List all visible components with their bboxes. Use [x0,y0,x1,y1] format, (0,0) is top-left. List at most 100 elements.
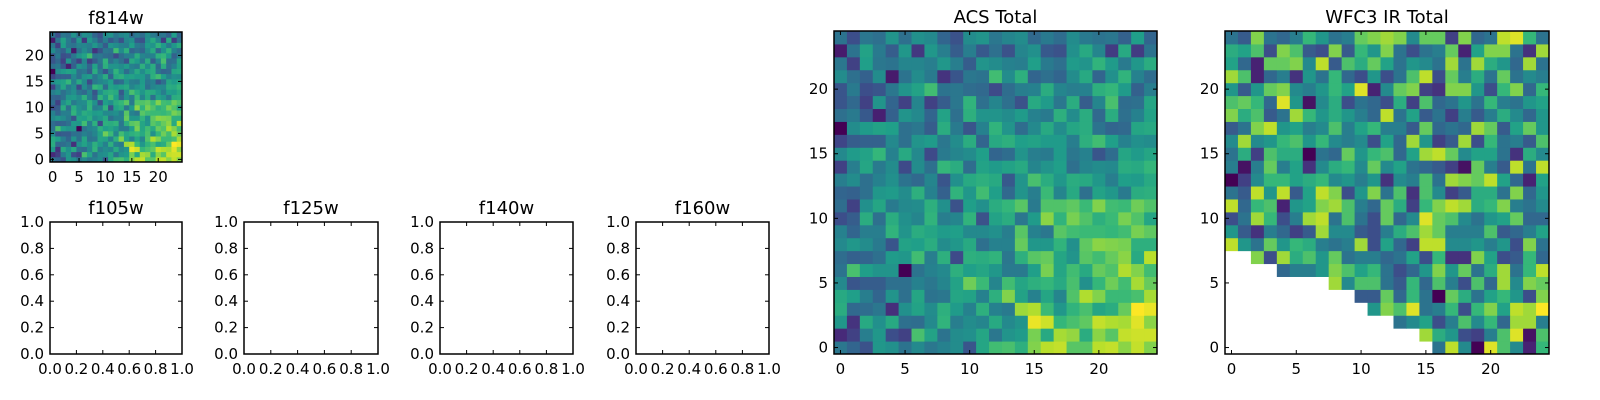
x-tick-label: 0.0 [624,360,648,378]
heatmap-cell [150,84,157,90]
heatmap-cell [1302,134,1317,148]
heatmap-cell [1432,276,1446,290]
heatmap-cell [55,125,62,132]
heatmap-cell [176,141,183,147]
heatmap-cell [160,32,167,38]
heatmap-cell [1354,211,1369,226]
heatmap-cell [1523,108,1537,122]
heatmap-cell [134,47,141,54]
heatmap-cell [1419,302,1433,316]
heatmap-cell [1105,108,1119,122]
heatmap-cell [145,42,151,49]
heatmap-cell [846,160,861,174]
y-tick-label: 0.6 [20,266,44,284]
heatmap-cell [123,78,130,85]
heatmap-cell [139,63,146,69]
heatmap-cell [1092,95,1106,110]
heatmap-cell [1079,95,1093,110]
heatmap-cell [118,32,125,38]
heatmap-cell [1484,224,1498,239]
heatmap-cell [145,52,151,59]
heatmap-cell [1001,198,1016,213]
heatmap-cell [937,134,951,148]
heatmap-cell [834,341,848,355]
heatmap-cell [1445,302,1459,316]
heatmap-cell [1445,134,1459,148]
heatmap-cell [885,328,900,342]
heatmap-cell [60,99,67,106]
heatmap-cell [155,151,162,158]
heatmap-cell [1536,134,1550,148]
heatmap-cell [1118,95,1132,110]
heatmap-cell [1497,82,1511,97]
heatmap-cell [1328,43,1343,58]
heatmap-cell [1380,121,1394,135]
heatmap-cell [1040,263,1055,277]
heatmap-cell [1014,82,1029,97]
heatmap-cell [1237,108,1252,122]
heatmap-cell [1354,43,1369,58]
heatmap-cell [976,198,990,213]
heatmap-cell [166,63,172,69]
heatmap-cell [1131,121,1145,135]
heatmap-cell [1302,186,1317,200]
heatmap-cell [1536,224,1550,239]
heatmap-cell [1341,250,1356,265]
heatmap-cell [139,52,146,59]
heatmap-cell [1066,31,1080,45]
heatmap-cell [171,68,178,75]
heatmap-cell [1276,173,1291,187]
heatmap-cell [1276,56,1291,71]
heatmap-cell [1432,95,1446,110]
heatmap-cell [911,186,925,200]
heatmap-cell [1484,198,1498,213]
heatmap-cell [1302,211,1317,226]
heatmap-cell [1040,250,1055,265]
heatmap-cell [1328,95,1343,110]
heatmap-cell [160,130,167,137]
heatmap-cell [1092,173,1106,187]
heatmap-cell [118,130,125,137]
heatmap-cell [1014,56,1029,71]
heatmap-cell [1380,211,1394,226]
heatmap-cell [1225,121,1239,135]
heatmap-cell [846,121,861,135]
heatmap-cell [113,37,120,43]
heatmap-cell [150,58,157,64]
heatmap-cell [1066,43,1080,58]
x-tick-label: 0.6 [117,360,141,378]
heatmap-cell [86,120,93,127]
heatmap-cell [924,302,938,316]
heatmap-cell [1001,56,1016,71]
heatmap-cell [102,94,109,101]
heatmap-cell [834,263,848,277]
heatmap-cell [65,63,72,69]
heatmap-cell [134,32,141,38]
heatmap-cell [60,68,67,75]
heatmap-cell [911,134,925,148]
heatmap-cell [1406,69,1420,84]
heatmap-cell [1118,160,1132,174]
heatmap-cell [872,186,887,200]
heatmap-cell [102,130,109,137]
heatmap-cell [885,160,900,174]
heatmap-cell [155,63,162,69]
heatmap-cell [1289,134,1304,148]
heatmap-cell [108,68,114,75]
heatmap-cell [123,32,130,38]
heatmap-cell [160,125,167,132]
heatmap-cell [950,31,964,45]
heatmap-cell [1289,69,1304,84]
heatmap-cell [86,32,93,38]
heatmap-cell [989,276,1003,290]
heatmap-cell [1289,82,1304,97]
x-tick-label: 0.4 [677,360,701,378]
heatmap-cell [1341,108,1356,122]
heatmap-cell [1263,211,1278,226]
heatmap-cell [846,315,861,329]
heatmap-cell [1367,95,1382,110]
heatmap-cell [950,328,964,342]
heatmap-cell [1014,147,1029,161]
heatmap-cell [898,95,913,110]
heatmap-cell [139,89,146,95]
